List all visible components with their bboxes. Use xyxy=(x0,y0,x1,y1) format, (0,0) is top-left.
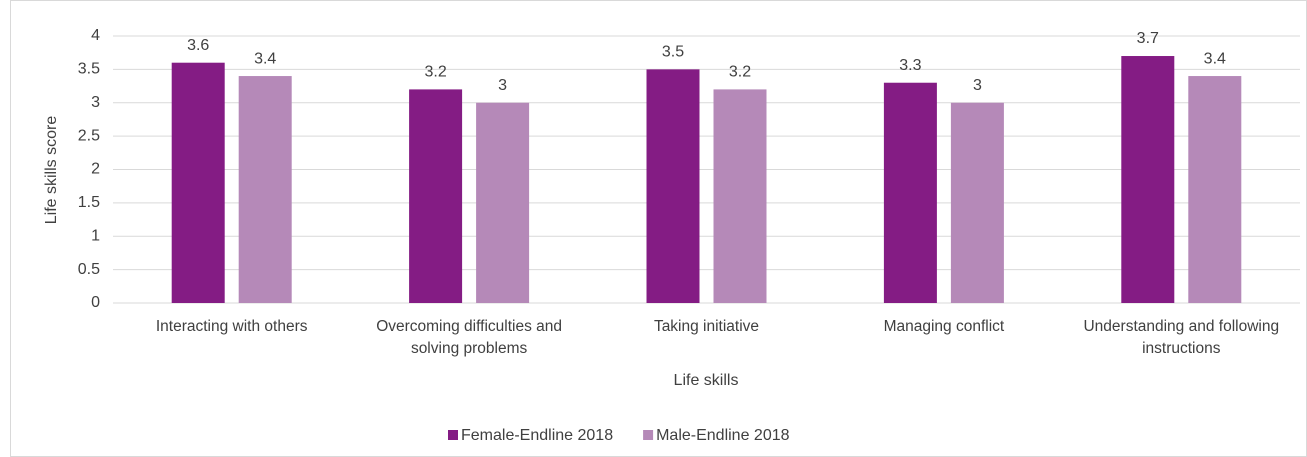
bar xyxy=(950,102,1004,303)
data-label: 3 xyxy=(973,77,982,94)
x-tick-label: Taking initiative xyxy=(653,318,760,335)
data-label: 3.2 xyxy=(729,64,751,81)
bar xyxy=(646,69,700,303)
x-tick-label: Understanding and following instructions xyxy=(1083,318,1280,357)
bar xyxy=(1121,56,1175,304)
data-label: 3.7 xyxy=(1137,30,1159,47)
y-tick-label: 2 xyxy=(91,161,100,178)
bar xyxy=(238,76,292,303)
y-tick-label: 3 xyxy=(91,94,100,111)
y-tick-label: 2.5 xyxy=(78,127,100,144)
bar xyxy=(171,62,225,304)
bar xyxy=(883,82,937,303)
y-tick-label: 4 xyxy=(91,27,100,44)
y-tick-label: 0.5 xyxy=(78,261,100,278)
y-tick-label: 3.5 xyxy=(78,61,100,78)
y-tick-label: 1 xyxy=(91,227,100,244)
data-label: 3.3 xyxy=(899,57,921,74)
data-label: 3 xyxy=(498,77,507,94)
legend-label: Male-Endline 2018 xyxy=(656,427,790,444)
data-label: 3.5 xyxy=(662,44,684,61)
bar xyxy=(409,89,463,304)
bar xyxy=(1188,76,1242,303)
y-tick-label: 0 xyxy=(91,294,100,311)
bar xyxy=(476,102,530,303)
y-tick-label: 1.5 xyxy=(78,194,100,211)
x-tick-label: Overcoming difficulties and solving prob… xyxy=(376,318,562,357)
x-tick-label: Interacting with others xyxy=(155,318,308,335)
x-axis-title: Life skills xyxy=(674,372,739,389)
x-tick-label: Managing conflict xyxy=(883,318,1005,335)
y-axis-title: Life skills score xyxy=(43,116,60,225)
data-label: 3.6 xyxy=(187,37,209,54)
data-label: 3.4 xyxy=(1204,50,1226,67)
data-label: 3.4 xyxy=(254,50,276,67)
legend-swatch xyxy=(643,430,654,440)
data-label: 3.2 xyxy=(424,64,446,81)
legend-label: Female-Endline 2018 xyxy=(461,427,613,444)
legend-swatch xyxy=(448,430,458,440)
bar xyxy=(713,89,767,304)
